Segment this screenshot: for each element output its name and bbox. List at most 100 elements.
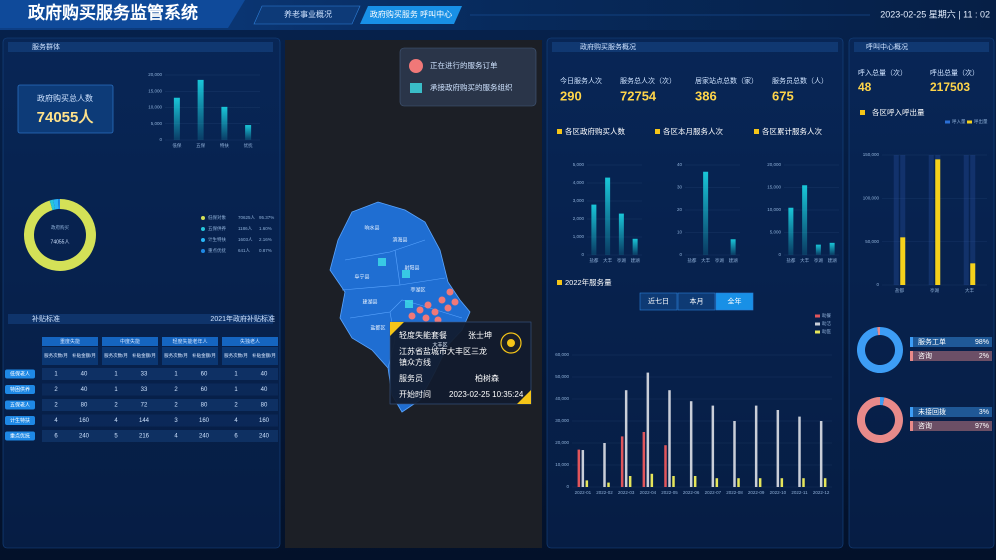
- legend-swatch: [815, 322, 820, 326]
- y-tick-label: 1,000: [573, 234, 585, 239]
- bar: [585, 480, 589, 487]
- tab-active[interactable]: [360, 6, 462, 24]
- legend-dot: [201, 216, 205, 220]
- table-cell: 33: [141, 372, 148, 378]
- table-cell: 160: [259, 418, 270, 424]
- bar: [935, 159, 941, 285]
- org-icon[interactable]: [378, 258, 386, 266]
- table-sub-label: 服务次数/月: [224, 352, 248, 359]
- order-dot[interactable]: [424, 301, 432, 309]
- tab[interactable]: [253, 5, 361, 25]
- tab-label[interactable]: 政府购买服务 呼叫中心: [370, 9, 452, 19]
- row-label: 五保老人: [10, 401, 30, 408]
- x-tick-label: 大丰: [701, 257, 710, 264]
- order-dot[interactable]: [422, 314, 430, 322]
- bar: [173, 97, 180, 140]
- x-tick-label: 大丰: [800, 257, 809, 264]
- bar: [646, 372, 650, 487]
- y-tick-label: 30: [677, 185, 683, 190]
- y-tick-label: 30,000: [555, 418, 569, 423]
- legend-label: 计生特扶: [208, 236, 226, 243]
- table-cell: 240: [79, 434, 90, 440]
- x-tick-label: 大丰: [965, 287, 974, 294]
- order-dot[interactable]: [444, 304, 452, 312]
- y-tick-label: 5,000: [573, 162, 585, 167]
- order-dot[interactable]: [446, 288, 454, 296]
- y-tick-label: 50,000: [555, 374, 569, 379]
- title-marker: [754, 129, 759, 134]
- legend-label: 助洁: [822, 320, 831, 327]
- section-subtitle: 2021年政府补贴标准: [210, 314, 275, 323]
- y-tick-label: 150,000: [863, 152, 880, 157]
- total-box: [17, 84, 114, 134]
- range-button-label[interactable]: 本月: [690, 296, 704, 305]
- order-dot[interactable]: [451, 298, 459, 306]
- section-title: 政府购买服务概况: [580, 42, 636, 51]
- range-button-label[interactable]: 全年: [728, 296, 742, 305]
- order-dot[interactable]: [431, 308, 439, 316]
- row-label-pill: [5, 431, 35, 441]
- table-sub-label: 补贴金额/月: [252, 352, 276, 359]
- y-tick-label: 60,000: [555, 352, 569, 357]
- x-tick-label: 2022-05: [661, 490, 678, 495]
- range-button[interactable]: [677, 292, 716, 311]
- title-marker: [860, 110, 865, 115]
- legend-percent: 0.87%: [259, 248, 272, 253]
- y-tick-label: 15,000: [148, 88, 162, 93]
- bar: [197, 79, 204, 140]
- table-cell: 216: [139, 434, 150, 440]
- bar: [689, 401, 693, 487]
- table-group-header: [162, 337, 218, 346]
- bar: [733, 421, 736, 487]
- table-cell: 4: [234, 418, 238, 424]
- legend-value: 1186人: [238, 226, 253, 231]
- y-tick-label: 0: [778, 252, 781, 257]
- range-button[interactable]: [639, 292, 678, 311]
- donut-row-marker: [910, 407, 913, 417]
- tab-label[interactable]: 养老事业概况: [284, 9, 332, 19]
- stat-value: 675: [772, 88, 794, 103]
- range-button[interactable]: [715, 292, 754, 311]
- x-tick-label: 建湖: [729, 257, 738, 264]
- donut-slice: [53, 199, 59, 210]
- table-cell: 240: [199, 434, 210, 440]
- bar: [603, 443, 606, 487]
- donut-slice: [877, 327, 880, 336]
- y-tick-label: 4,000: [573, 180, 585, 185]
- table-cell: 2: [174, 403, 178, 409]
- x-tick-label: 大丰: [603, 257, 612, 264]
- y-tick-label: 20,000: [767, 162, 781, 167]
- table-cell: 40: [261, 372, 268, 378]
- map-legend: [399, 47, 537, 107]
- y-tick-label: 20,000: [148, 72, 162, 77]
- legend-label: 承接政府购买的服务组织: [430, 82, 513, 92]
- bar: [618, 213, 624, 255]
- title-marker: [655, 129, 660, 134]
- donut-row-marker: [910, 421, 913, 431]
- district-label: 大丰区: [432, 341, 447, 348]
- table-cell: 2: [54, 403, 58, 409]
- bar: [581, 450, 585, 487]
- y-tick-label: 10,000: [148, 105, 162, 110]
- bar: [624, 390, 628, 487]
- bar: [577, 449, 581, 487]
- org-icon[interactable]: [402, 270, 410, 278]
- order-dot[interactable]: [416, 306, 424, 314]
- org-icon[interactable]: [405, 300, 413, 308]
- bar: [900, 237, 906, 285]
- table-cell: 4: [174, 434, 178, 440]
- popup-address: 镇众方线: [399, 357, 431, 367]
- district-label: 盐都区: [370, 324, 385, 331]
- order-dot[interactable]: [438, 296, 446, 304]
- table-group-header: [222, 337, 278, 346]
- x-tick-label: 2022-10: [770, 490, 787, 495]
- table-sub-label: 补贴金额/月: [72, 352, 96, 359]
- x-tick-label: 2022-04: [640, 490, 657, 495]
- bar: [642, 432, 646, 487]
- order-dot[interactable]: [408, 312, 416, 320]
- donut-center-value: 74055人: [51, 239, 70, 245]
- popup-icon: [507, 339, 515, 347]
- x-tick-label: 盐都: [786, 257, 795, 264]
- range-button-label[interactable]: 近七日: [648, 296, 669, 305]
- table-row: [42, 383, 278, 396]
